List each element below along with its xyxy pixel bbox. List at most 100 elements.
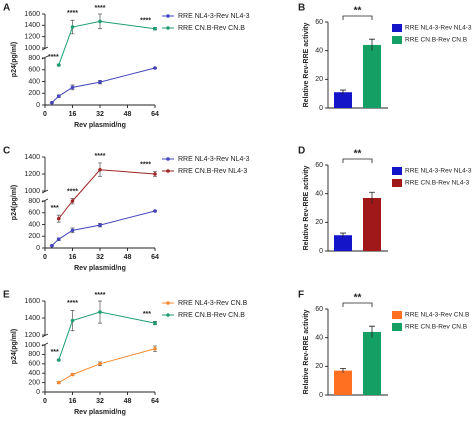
legend-swatch: [392, 323, 402, 331]
legend-label: RRE CN.B-Rev CN.B: [405, 324, 467, 331]
axis-break: [41, 198, 49, 203]
significance-label: ****: [67, 10, 78, 17]
legend-swatch: [392, 24, 402, 32]
y-tick-label: 20: [315, 219, 323, 226]
legend-swatch: [392, 167, 402, 175]
y-tick-label: 600: [28, 361, 40, 368]
significance-label: ****: [140, 17, 151, 24]
significance-label: **: [354, 293, 362, 304]
x-tick-label: 0: [43, 111, 47, 118]
data-point: [98, 223, 102, 227]
panel-label: C: [3, 146, 10, 157]
significance-label: ****: [95, 5, 106, 12]
y-tick-label: 600: [28, 67, 40, 74]
error-bar: [369, 191, 375, 204]
legend-label: RRE NL4-3-Rev CN.B: [178, 300, 248, 307]
x-tick-label: 48: [124, 398, 132, 405]
significance-label: ****: [95, 153, 106, 160]
x-tick-label: 64: [151, 398, 159, 405]
data-point: [98, 310, 102, 314]
legend-label: RRE CN.B-Rev CN.B: [178, 312, 245, 319]
y-tick-label: 400: [28, 370, 40, 377]
significance-label: **: [354, 149, 362, 160]
data-point: [153, 172, 157, 176]
y-tick-label: 1200: [24, 34, 40, 41]
y-tick-label: 0: [36, 389, 40, 396]
y-axis-title: p24(pg/ml): [11, 42, 18, 77]
data-point: [70, 372, 75, 377]
y-tick-label: 0: [319, 248, 323, 255]
series-line: [51, 210, 156, 247]
legend-swatch: [392, 311, 402, 319]
x-axis-title: Rev plasmid/ng: [74, 265, 126, 272]
legend-marker: [166, 169, 170, 173]
x-tick-label: 16: [69, 254, 77, 261]
y-tick-label: 0: [319, 105, 323, 112]
y-tick-label: 1400: [24, 154, 40, 161]
y-tick-label: 40: [315, 191, 323, 198]
legend-swatch: [392, 179, 402, 187]
y-axis-title: p24(pg/ml): [11, 185, 18, 220]
y-tick-label: 800: [28, 351, 40, 358]
data-point: [50, 100, 54, 105]
legend-marker: [166, 14, 170, 18]
legend-marker: [166, 301, 170, 305]
bar: [363, 197, 381, 251]
series-line: [58, 348, 156, 384]
axis-break: [41, 46, 49, 51]
significance-bracket: [342, 15, 373, 20]
data-point: [56, 94, 61, 98]
y-tick-label: 800: [28, 198, 40, 205]
data-point: [98, 362, 102, 366]
data-point: [56, 216, 61, 221]
legend-marker: [166, 313, 170, 317]
y-tick-label: 200: [28, 379, 40, 386]
y-tick-label: 1600: [24, 11, 40, 18]
legend-label: RRE NL4-3-Rev NL4-3: [405, 25, 472, 32]
y-tick-label: 1600: [24, 298, 40, 305]
y-tick-label: 60: [315, 162, 323, 169]
significance-label: ***: [51, 349, 59, 356]
panel-label: B: [298, 3, 305, 14]
data-point: [56, 237, 61, 241]
data-point: [70, 199, 75, 203]
y-tick-label: 0: [36, 245, 40, 252]
panel-label: E: [3, 290, 10, 301]
data-point: [98, 80, 102, 84]
legend-label: RRE NL4-3-Rev NL4-3: [405, 168, 472, 175]
legend-label: RRE NL4-3-Rev CN.B: [405, 312, 469, 319]
x-tick-label: 64: [151, 254, 159, 261]
series-line: [51, 67, 156, 104]
significance-label: ****: [95, 292, 106, 299]
bar: [363, 331, 381, 395]
axis-break: [41, 342, 49, 347]
y-tick-label: 60: [315, 306, 323, 313]
significance-label: ***: [51, 205, 59, 212]
x-tick-label: 16: [69, 111, 77, 118]
significance-bracket: [342, 302, 373, 307]
y-tick-label: 0: [36, 102, 40, 109]
data-point: [56, 380, 61, 385]
y-tick-label: 20: [315, 76, 323, 83]
x-axis-title: Rev plasmid/ng: [74, 409, 126, 416]
x-tick-label: 32: [96, 254, 104, 261]
data-point: [70, 228, 75, 233]
y-axis-title: p24(pg/ml): [11, 329, 18, 364]
x-tick-label: 16: [69, 398, 77, 405]
legend-marker: [166, 157, 170, 161]
x-tick-label: 0: [43, 254, 47, 261]
x-tick-label: 32: [96, 111, 104, 118]
axis-break: [41, 333, 49, 338]
error-bar: [369, 325, 375, 338]
data-point: [50, 243, 54, 248]
y-tick-label: 600: [28, 210, 40, 217]
legend-label: RRE CN.B-Rev NL4-3: [178, 168, 247, 175]
data-point: [98, 167, 102, 172]
error-bar: [340, 232, 346, 238]
data-point: [70, 25, 75, 29]
axis-break: [41, 55, 49, 60]
data-point: [56, 63, 61, 67]
data-point: [153, 321, 157, 325]
data-point: [153, 209, 157, 213]
